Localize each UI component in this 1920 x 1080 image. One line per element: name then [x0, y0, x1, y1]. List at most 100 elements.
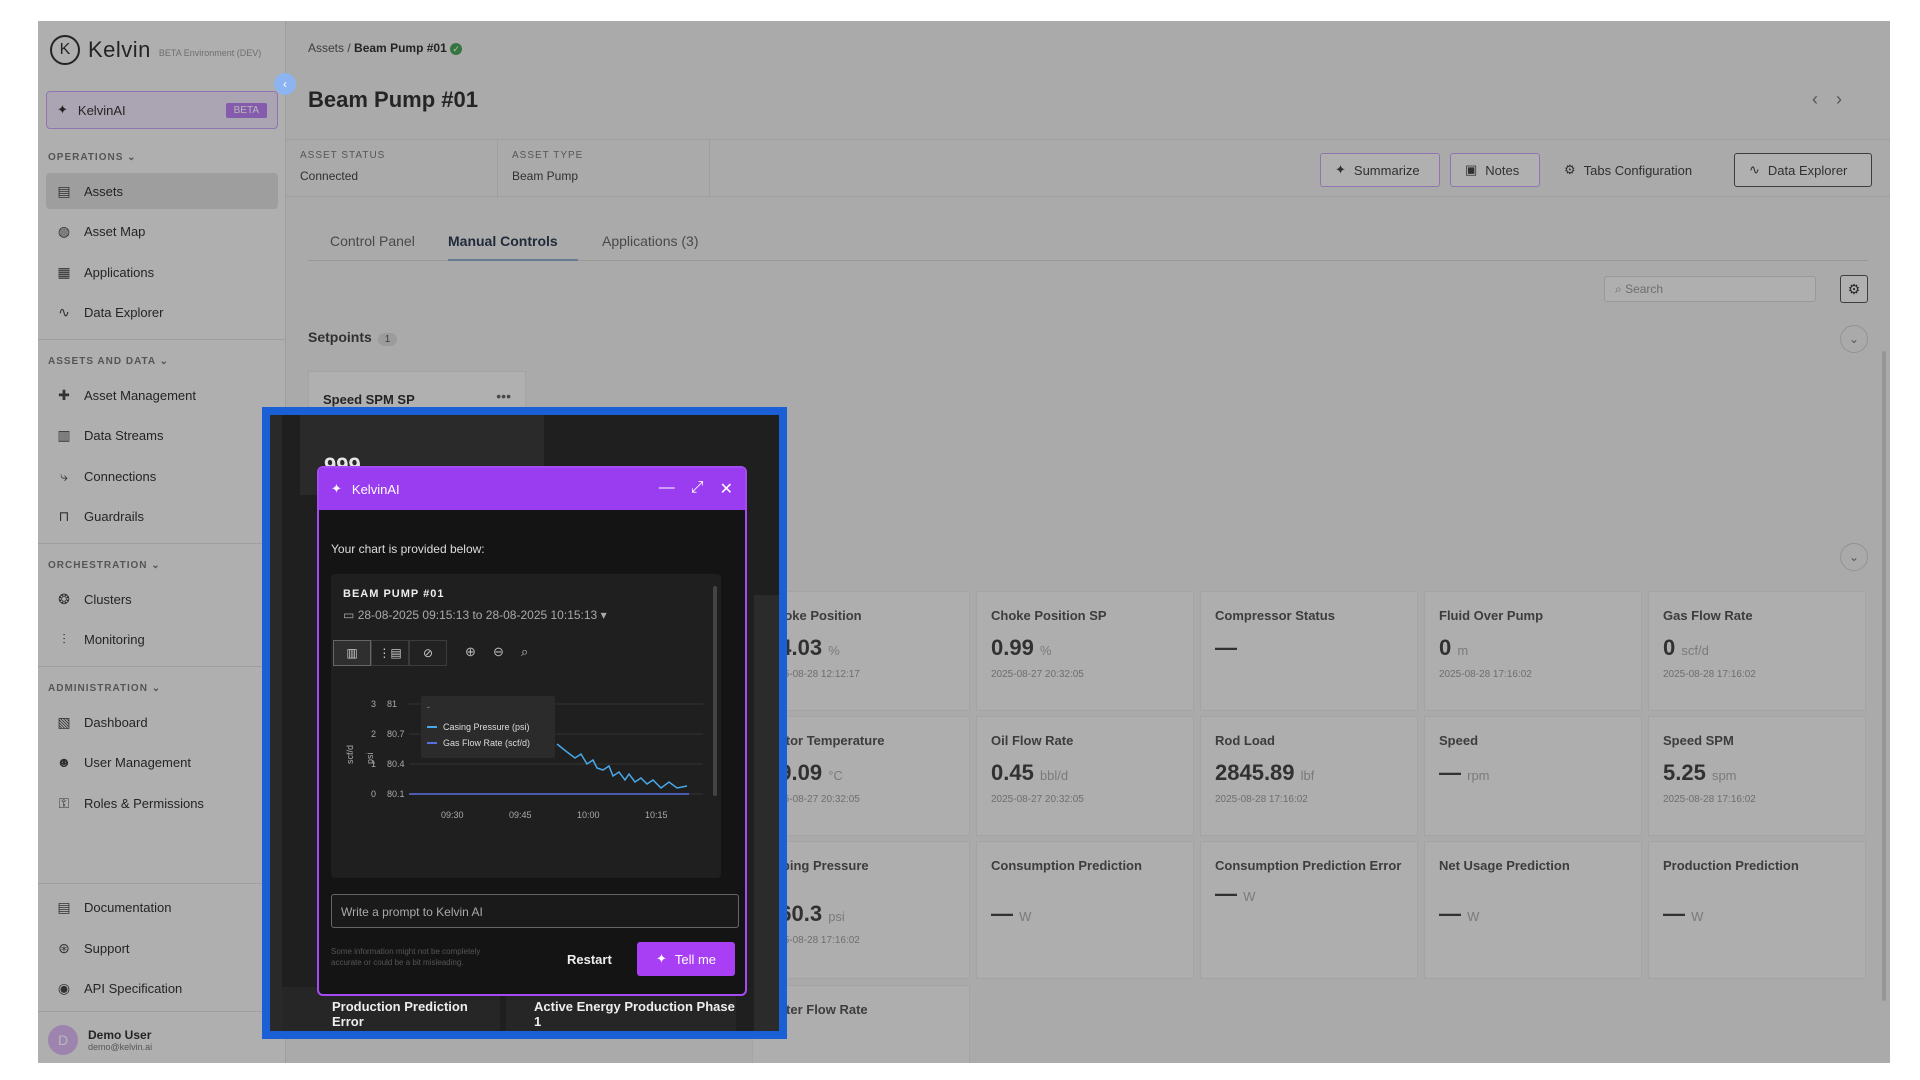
data-card[interactable]: Gas Flow Rate 0 scf/d 2025-08-28 17:16:02	[1648, 591, 1866, 711]
data-card[interactable]: Speed SPM 5.25 spm 2025-08-28 17:16:02	[1648, 716, 1866, 836]
api-icon: ◉	[57, 979, 71, 996]
data-card[interactable]: Consumption Prediction Error — W	[1200, 841, 1418, 979]
sidebar-item-guardrails[interactable]: ⊓ Guardrails	[46, 498, 278, 534]
data-explorer-button[interactable]: ∿ Data Explorer	[1734, 153, 1872, 187]
y-tick-scfd: 0	[371, 789, 376, 799]
section-orchestration[interactable]: ORCHESTRATION ⌄	[48, 560, 161, 571]
x-tick: 10:15	[645, 810, 668, 820]
data-card[interactable]: Oil Flow Rate 0.45 bbl/d 2025-08-27 20:32:…	[976, 716, 1194, 836]
data-card[interactable]: Tubing Pressure 560.3 psi 2025-08-28 17:16…	[752, 841, 970, 979]
section-operations[interactable]: OPERATIONS ⌄	[48, 152, 137, 163]
data-card[interactable]: Water Flow Rate	[752, 985, 970, 1063]
restart-button[interactable]: Restart	[567, 952, 612, 967]
summarize-button[interactable]: ✦ Summarize	[1320, 153, 1440, 187]
data-card[interactable]: Consumption Prediction — W	[976, 841, 1194, 979]
x-tick: 10:00	[577, 810, 600, 820]
section-assets-and-data[interactable]: ASSETS AND DATA ⌄	[48, 356, 169, 367]
card-timestamp: 2025-08-28 17:16:02	[1439, 669, 1532, 680]
layout-icon[interactable]: ▥	[333, 640, 371, 666]
data-card[interactable]: Compressor Status —	[1200, 591, 1418, 711]
sidebar-item-asset-map[interactable]: ◍ Asset Map	[46, 213, 278, 249]
more-icon[interactable]: •••	[496, 388, 511, 404]
kelvin-ai-button[interactable]: ✦ KelvinAI BETA	[46, 91, 278, 129]
zoom-out-icon[interactable]: ⊖	[493, 644, 504, 659]
sidebar-item-asset-management[interactable]: ✚ Asset Management	[46, 377, 278, 413]
settings-button[interactable]: ⚙	[1840, 275, 1868, 303]
sidebar-item-support[interactable]: ⊛ Support	[46, 930, 278, 966]
data-card[interactable]: Net Usage Prediction — W	[1424, 841, 1642, 979]
scrollbar[interactable]	[1882, 351, 1886, 1001]
close-icon[interactable]: ✕	[719, 481, 733, 498]
sidebar-item-data-streams[interactable]: ▥ Data Streams	[46, 417, 278, 453]
chart-range[interactable]: ▭ 28-08-2025 09:15:13 to 28-08-2025 10:1…	[343, 608, 607, 622]
sidebar-item-data-explorer[interactable]: ∿ Data Explorer	[46, 294, 278, 330]
sidebar-item-api-specification[interactable]: ◉ API Specification	[46, 970, 278, 1006]
backdrop-column	[754, 595, 779, 1031]
bar-icon: ▥	[57, 426, 71, 443]
collapse-setpoints-button[interactable]: ⌄	[1840, 325, 1868, 353]
sidebar-item-monitoring[interactable]: ⫶ Monitoring	[46, 621, 278, 657]
data-card[interactable]: Choke Position 54.03 % 2025-08-28 12:12:17	[752, 591, 970, 711]
kelvin-ai-title: KelvinAI	[351, 481, 400, 497]
sidebar-item-roles-permissions[interactable]: ⚿ Roles & Permissions	[46, 785, 278, 821]
pager: ‹›	[1812, 89, 1860, 110]
barrier-icon: ⊓	[58, 507, 70, 524]
search-input[interactable]: ⌕ Search	[1604, 276, 1816, 302]
notes-button[interactable]: ▣ Notes	[1450, 153, 1540, 187]
prompt-input[interactable]: Write a prompt to Kelvin AI	[331, 894, 739, 928]
sparkle-icon: ✦	[331, 481, 342, 496]
data-card[interactable]: Speed — rpm	[1424, 716, 1642, 836]
sidebar-item-dashboard[interactable]: ▧ Dashboard	[46, 704, 278, 740]
zoom-reset-icon[interactable]: ⌕	[521, 644, 529, 659]
data-card[interactable]: Choke Position SP 0.99 % 2025-08-27 20:32:…	[976, 591, 1194, 711]
data-card[interactable]: Fluid Over Pump 0 m 2025-08-28 17:16:02	[1424, 591, 1642, 711]
sidebar-item-label: Documentation	[84, 899, 172, 915]
globe-icon: ◍	[57, 222, 71, 239]
data-card[interactable]: Production Prediction — W	[1648, 841, 1866, 979]
pulse-icon: ∿	[1749, 162, 1760, 177]
breadcrumb: Assets / Beam Pump #01 ✓	[308, 41, 463, 55]
sidebar-item-applications[interactable]: ▦ Applications	[46, 254, 278, 290]
collapse-sidebar-button[interactable]: ‹	[274, 73, 296, 95]
card-title: Compressor Status	[1215, 608, 1335, 623]
breadcrumb-assets-link[interactable]: Assets	[308, 41, 345, 55]
x-tick: 09:45	[509, 810, 532, 820]
sidebar-item-label: Monitoring	[84, 631, 145, 647]
data-card[interactable]: Rod Load 2845.89 lbf 2025-08-28 17:16:02	[1200, 716, 1418, 836]
sidebar-item-label: Applications	[84, 264, 155, 280]
expand-icon[interactable]: ⤢	[690, 479, 704, 496]
prev-asset-icon[interactable]: ‹	[1812, 89, 1836, 109]
card-value: —	[1439, 901, 1461, 926]
user-menu[interactable]: D Demo User demo@kelvin.ai	[48, 1025, 152, 1055]
sidebar-item-documentation[interactable]: ▤ Documentation	[46, 889, 278, 925]
card-unit: spm	[1711, 768, 1737, 783]
tab-control-panel[interactable]: Control Panel	[330, 233, 415, 249]
grid-icon: ▦	[57, 263, 71, 280]
tabs-configuration-button[interactable]: ⚙ Tabs Configuration	[1550, 153, 1706, 187]
card-title: Speed SPM	[1663, 733, 1734, 748]
kelvin-logo-icon: K	[50, 35, 80, 65]
split-icon[interactable]: ⋮▤	[371, 640, 409, 666]
hide-icon[interactable]: ⊘	[409, 640, 447, 666]
zoom-in-icon[interactable]: ⊕	[465, 644, 476, 659]
sparkle-icon: ✦	[57, 102, 68, 117]
tab-manual-controls[interactable]: Manual Controls	[448, 233, 578, 261]
sidebar-item-assets[interactable]: ▤ Assets	[46, 173, 278, 209]
chart-scrollbar[interactable]	[713, 586, 717, 796]
data-card[interactable]: Motor Temperature 79.09 °C 2025-08-27 20:3…	[752, 716, 970, 836]
logo[interactable]: K Kelvin BETA Environment (DEV)	[50, 35, 261, 65]
tell-me-button[interactable]: ✦ Tell me	[637, 942, 735, 976]
next-asset-icon[interactable]: ›	[1836, 89, 1860, 109]
sidebar-item-label: Guardrails	[84, 508, 144, 524]
tab-applications[interactable]: Applications (3)	[602, 233, 699, 249]
sidebar-item-user-management[interactable]: ☻ User Management	[46, 744, 278, 780]
y-axis-label-psi: psi	[365, 752, 375, 764]
section-administration[interactable]: ADMINISTRATION ⌄	[48, 683, 162, 694]
beta-badge: BETA	[225, 102, 267, 118]
sidebar: K Kelvin BETA Environment (DEV) ✦ Kelvin…	[38, 21, 286, 1063]
asset-type-value: Beam Pump	[512, 169, 579, 183]
sidebar-item-clusters[interactable]: ❂ Clusters	[46, 581, 278, 617]
sidebar-item-connections[interactable]: ⤷ Connections	[46, 458, 278, 494]
collapse-datastreams-button[interactable]: ⌄	[1840, 543, 1868, 571]
minimize-icon[interactable]: —	[658, 479, 675, 496]
